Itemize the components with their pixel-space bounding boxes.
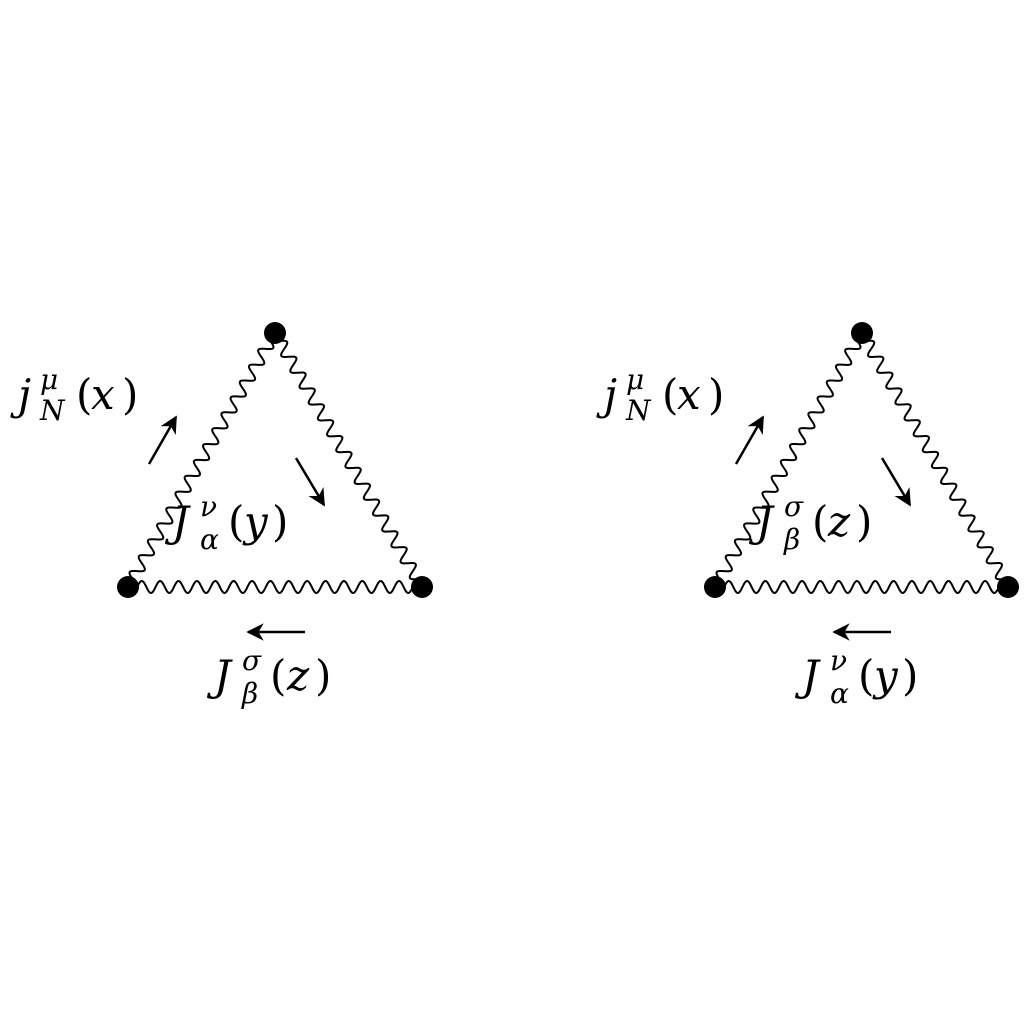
label-arg: y xyxy=(872,651,899,700)
label-close-paren: ) xyxy=(856,497,872,546)
label-close-paren: ) xyxy=(902,651,918,700)
label-sub: α xyxy=(830,677,849,710)
label-arg: y xyxy=(242,497,269,546)
label-arg: x xyxy=(677,370,701,419)
label-sup: σ xyxy=(242,644,262,677)
label-open-paren: ( xyxy=(662,370,678,419)
label-current-z: J σ β ( z ) xyxy=(206,644,331,710)
photon-line-right-edge xyxy=(857,332,1013,588)
label-sub: α xyxy=(200,523,219,556)
label-current-y: J ν α ( y ) xyxy=(794,644,918,710)
label-base: J xyxy=(164,497,191,546)
label-base: j xyxy=(10,370,31,419)
label-close-paren: ) xyxy=(708,370,724,419)
vertex-bottom-right xyxy=(411,576,433,598)
photon-line-bottom-edge xyxy=(714,579,1009,595)
label-arg: x xyxy=(91,370,115,419)
label-arg: z xyxy=(286,651,310,700)
label-close-paren: ) xyxy=(315,651,331,700)
label-base: J xyxy=(794,651,821,700)
momentum-arrow-right-edge xyxy=(880,457,912,507)
label-sub: β xyxy=(783,523,800,556)
label-sub: β xyxy=(241,677,258,710)
vertex-top xyxy=(264,322,286,344)
momentum-arrow-right-edge xyxy=(294,457,326,507)
label-current-z: J σ β ( z ) xyxy=(748,490,872,556)
label-base: j xyxy=(596,370,617,419)
right-diagram: j μ N ( x ) J σ β ( z ) J ν α ( y ) xyxy=(596,322,1019,710)
vertex-bottom-right xyxy=(997,576,1019,598)
momentum-arrow-left-edge xyxy=(147,415,178,465)
photon-line-right-edge xyxy=(270,332,427,588)
photon-line-left-edge xyxy=(127,331,276,589)
label-sup: μ xyxy=(626,363,644,396)
label-base: J xyxy=(206,651,233,700)
left-diagram: j μ N ( x ) J ν α ( y ) J σ β ( z ) xyxy=(10,322,433,710)
label-open-paren: ( xyxy=(858,651,874,700)
label-sup: ν xyxy=(200,490,217,523)
label-sup: ν xyxy=(830,644,847,677)
label-sub: N xyxy=(39,394,66,427)
photon-line-left-edge xyxy=(714,331,863,589)
label-open-paren: ( xyxy=(228,497,244,546)
vertex-top xyxy=(851,322,873,344)
label-arg: z xyxy=(827,497,851,546)
vertex-bottom-left xyxy=(117,576,139,598)
label-open-paren: ( xyxy=(812,497,828,546)
label-open-paren: ( xyxy=(76,370,92,419)
label-current-x: j μ N ( x ) xyxy=(596,363,724,427)
photon-line-bottom-edge xyxy=(127,579,423,595)
label-close-paren: ) xyxy=(122,370,138,419)
label-current-x: j μ N ( x ) xyxy=(10,363,138,427)
label-sub: N xyxy=(625,394,652,427)
label-close-paren: ) xyxy=(272,497,288,546)
label-open-paren: ( xyxy=(270,651,286,700)
vertex-bottom-left xyxy=(704,576,726,598)
label-current-y: J ν α ( y ) xyxy=(164,490,288,556)
label-base: J xyxy=(748,497,775,546)
momentum-arrow-left-edge xyxy=(734,415,765,465)
label-sup: μ xyxy=(40,363,58,396)
label-sup: σ xyxy=(784,490,804,523)
